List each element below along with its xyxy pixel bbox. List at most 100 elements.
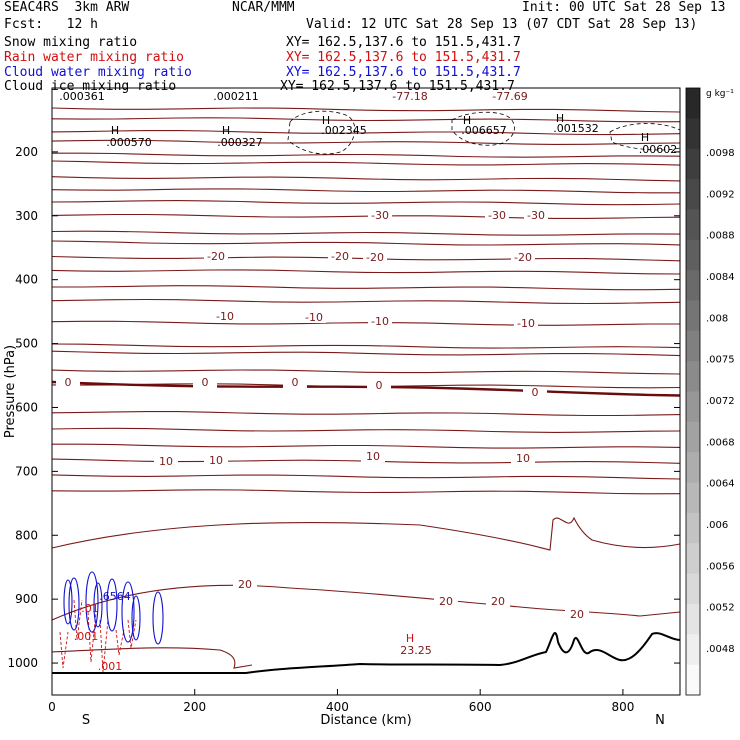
contour-label: 10 xyxy=(366,450,380,463)
y-tick-label: 700 xyxy=(15,464,38,478)
maximum-label: .000361 xyxy=(59,90,105,103)
contour-label: -30 xyxy=(488,209,506,222)
contour-label: 20 xyxy=(439,595,453,608)
isotherm-line xyxy=(51,427,681,433)
field-name-snow: Snow mixing ratio xyxy=(4,35,138,50)
cloud-water-contour xyxy=(131,595,141,641)
contour-label: -10 xyxy=(517,317,535,330)
maximum-label: .00602 xyxy=(639,143,678,156)
colorbar-swatch xyxy=(686,391,700,423)
contour-label: -20 xyxy=(366,251,384,264)
x-tick-label: 600 xyxy=(469,700,492,714)
isotherm-line xyxy=(51,489,681,495)
isotherm-line xyxy=(51,369,681,375)
contour-label-bg xyxy=(514,318,538,329)
contour-label: 0 xyxy=(532,386,539,399)
maximum-label: H xyxy=(222,124,230,137)
snow-contour xyxy=(451,111,515,146)
contour-label: 0 xyxy=(202,376,209,389)
contour-label-bg xyxy=(367,380,391,391)
isotherm-line xyxy=(51,411,681,417)
maximum-label: H xyxy=(111,124,119,137)
cloud-water-contour xyxy=(85,571,99,633)
maximum-label: .6564 xyxy=(99,590,131,603)
maximum-label: H xyxy=(556,112,564,125)
colorbar-label: .0075 xyxy=(706,355,735,366)
x-tick-label: 800 xyxy=(611,700,634,714)
temperature-contours xyxy=(51,107,681,674)
forecast-hour: Fcst: 12 h xyxy=(4,17,98,32)
colorbar-label: .0056 xyxy=(706,561,735,572)
y-axis-title: Pressure (hPa) xyxy=(3,345,18,438)
colorbar-label: .0098 xyxy=(706,148,735,159)
isotherm-line xyxy=(51,240,681,246)
maximum-label: H xyxy=(406,632,414,645)
colorbar-swatch xyxy=(686,664,700,696)
contour-label: 0 xyxy=(376,379,383,392)
snow-contour xyxy=(609,123,681,151)
x-axis-title: Distance (km) xyxy=(320,713,411,728)
contour-label-bg xyxy=(361,451,385,462)
contour-label-bg xyxy=(302,312,326,323)
colorbar-swatch xyxy=(686,482,700,514)
isotherm-line xyxy=(52,285,681,291)
contour-label: -10 xyxy=(216,310,234,323)
contour-label: 10 xyxy=(516,452,530,465)
cloud-water-contour xyxy=(121,581,135,643)
contour-label-bg xyxy=(204,251,228,262)
contour-label: 20 xyxy=(570,608,584,621)
colorbar-label: .0092 xyxy=(706,189,735,200)
cloud-water-contour xyxy=(93,582,103,628)
isotherm-line xyxy=(52,443,681,449)
colorbar: g kg⁻¹ .0098 .0092 .0088 .0084 .008 .0075 .0072… xyxy=(685,87,735,696)
colorbar-swatch xyxy=(686,179,700,210)
colorbar-swatch xyxy=(686,300,700,332)
contour-label-bg xyxy=(56,377,80,388)
model-title: SEAC4RS 3km ARW xyxy=(4,0,130,15)
contour-label: -30 xyxy=(527,209,545,222)
contour-label-bg xyxy=(398,91,422,102)
colorbar-label: .0068 xyxy=(706,437,735,448)
isotherm-line xyxy=(51,160,681,166)
x-tick-label: 400 xyxy=(326,700,349,714)
colorbar-swatch xyxy=(686,148,700,180)
contour-label-bg xyxy=(328,251,352,262)
colorbar-swatch xyxy=(686,239,700,271)
maximum-label: .006657 xyxy=(461,124,507,137)
field-xy-cloud-ice: XY= 162.5,137.6 to 151.5,431.7 xyxy=(280,79,515,94)
rain-contour xyxy=(115,629,125,656)
valid-time: Valid: 12 UTC Sat 28 Sep 13 (07 CDT Sat … xyxy=(306,17,698,32)
isotherm-line xyxy=(51,107,681,113)
isotherm-line xyxy=(51,320,680,326)
colorbar-swatch xyxy=(686,270,700,301)
contour-labels: -77.18 -77.69 -30 -30 -30 -20 -20 -20 -20 -10 -10 -… xyxy=(56,90,677,673)
colorbar-label: .0052 xyxy=(706,603,735,614)
terrain-line xyxy=(52,632,681,674)
field-xy-rain: XY= 162.5,137.6 to 151.5,431.7 xyxy=(286,50,521,65)
y-tick-label: 800 xyxy=(15,528,38,542)
maximum-label: H xyxy=(322,114,330,127)
contour-label: -20 xyxy=(514,251,532,264)
organization: NCAR/MMM xyxy=(232,0,295,15)
contour-label-bg xyxy=(565,609,589,620)
cloud-water-contour xyxy=(63,579,73,625)
contour-label-bg xyxy=(524,210,548,221)
maximum-label: H xyxy=(641,131,649,144)
colorbar-swatch xyxy=(686,603,700,635)
colorbar-label: .0064 xyxy=(706,479,735,490)
colorbar-swatch xyxy=(686,209,700,241)
contour-label-bg xyxy=(368,316,392,327)
colorbar-swatch xyxy=(686,452,700,484)
colorbar-swatch xyxy=(686,361,700,392)
x-tick-label: 200 xyxy=(183,700,206,714)
contour-label-bg xyxy=(363,252,387,263)
colorbar-swatch xyxy=(686,573,700,605)
contour-label-bg xyxy=(486,596,510,607)
contour-label: -30 xyxy=(371,209,389,222)
field-name-cloud-water: Cloud water mixing ratio xyxy=(4,65,192,80)
rain-contour xyxy=(73,599,83,641)
field-name-rain: Rain water mixing ratio xyxy=(4,50,185,65)
colorbar-label: .0072 xyxy=(706,396,735,407)
isotherm-line xyxy=(51,269,681,275)
